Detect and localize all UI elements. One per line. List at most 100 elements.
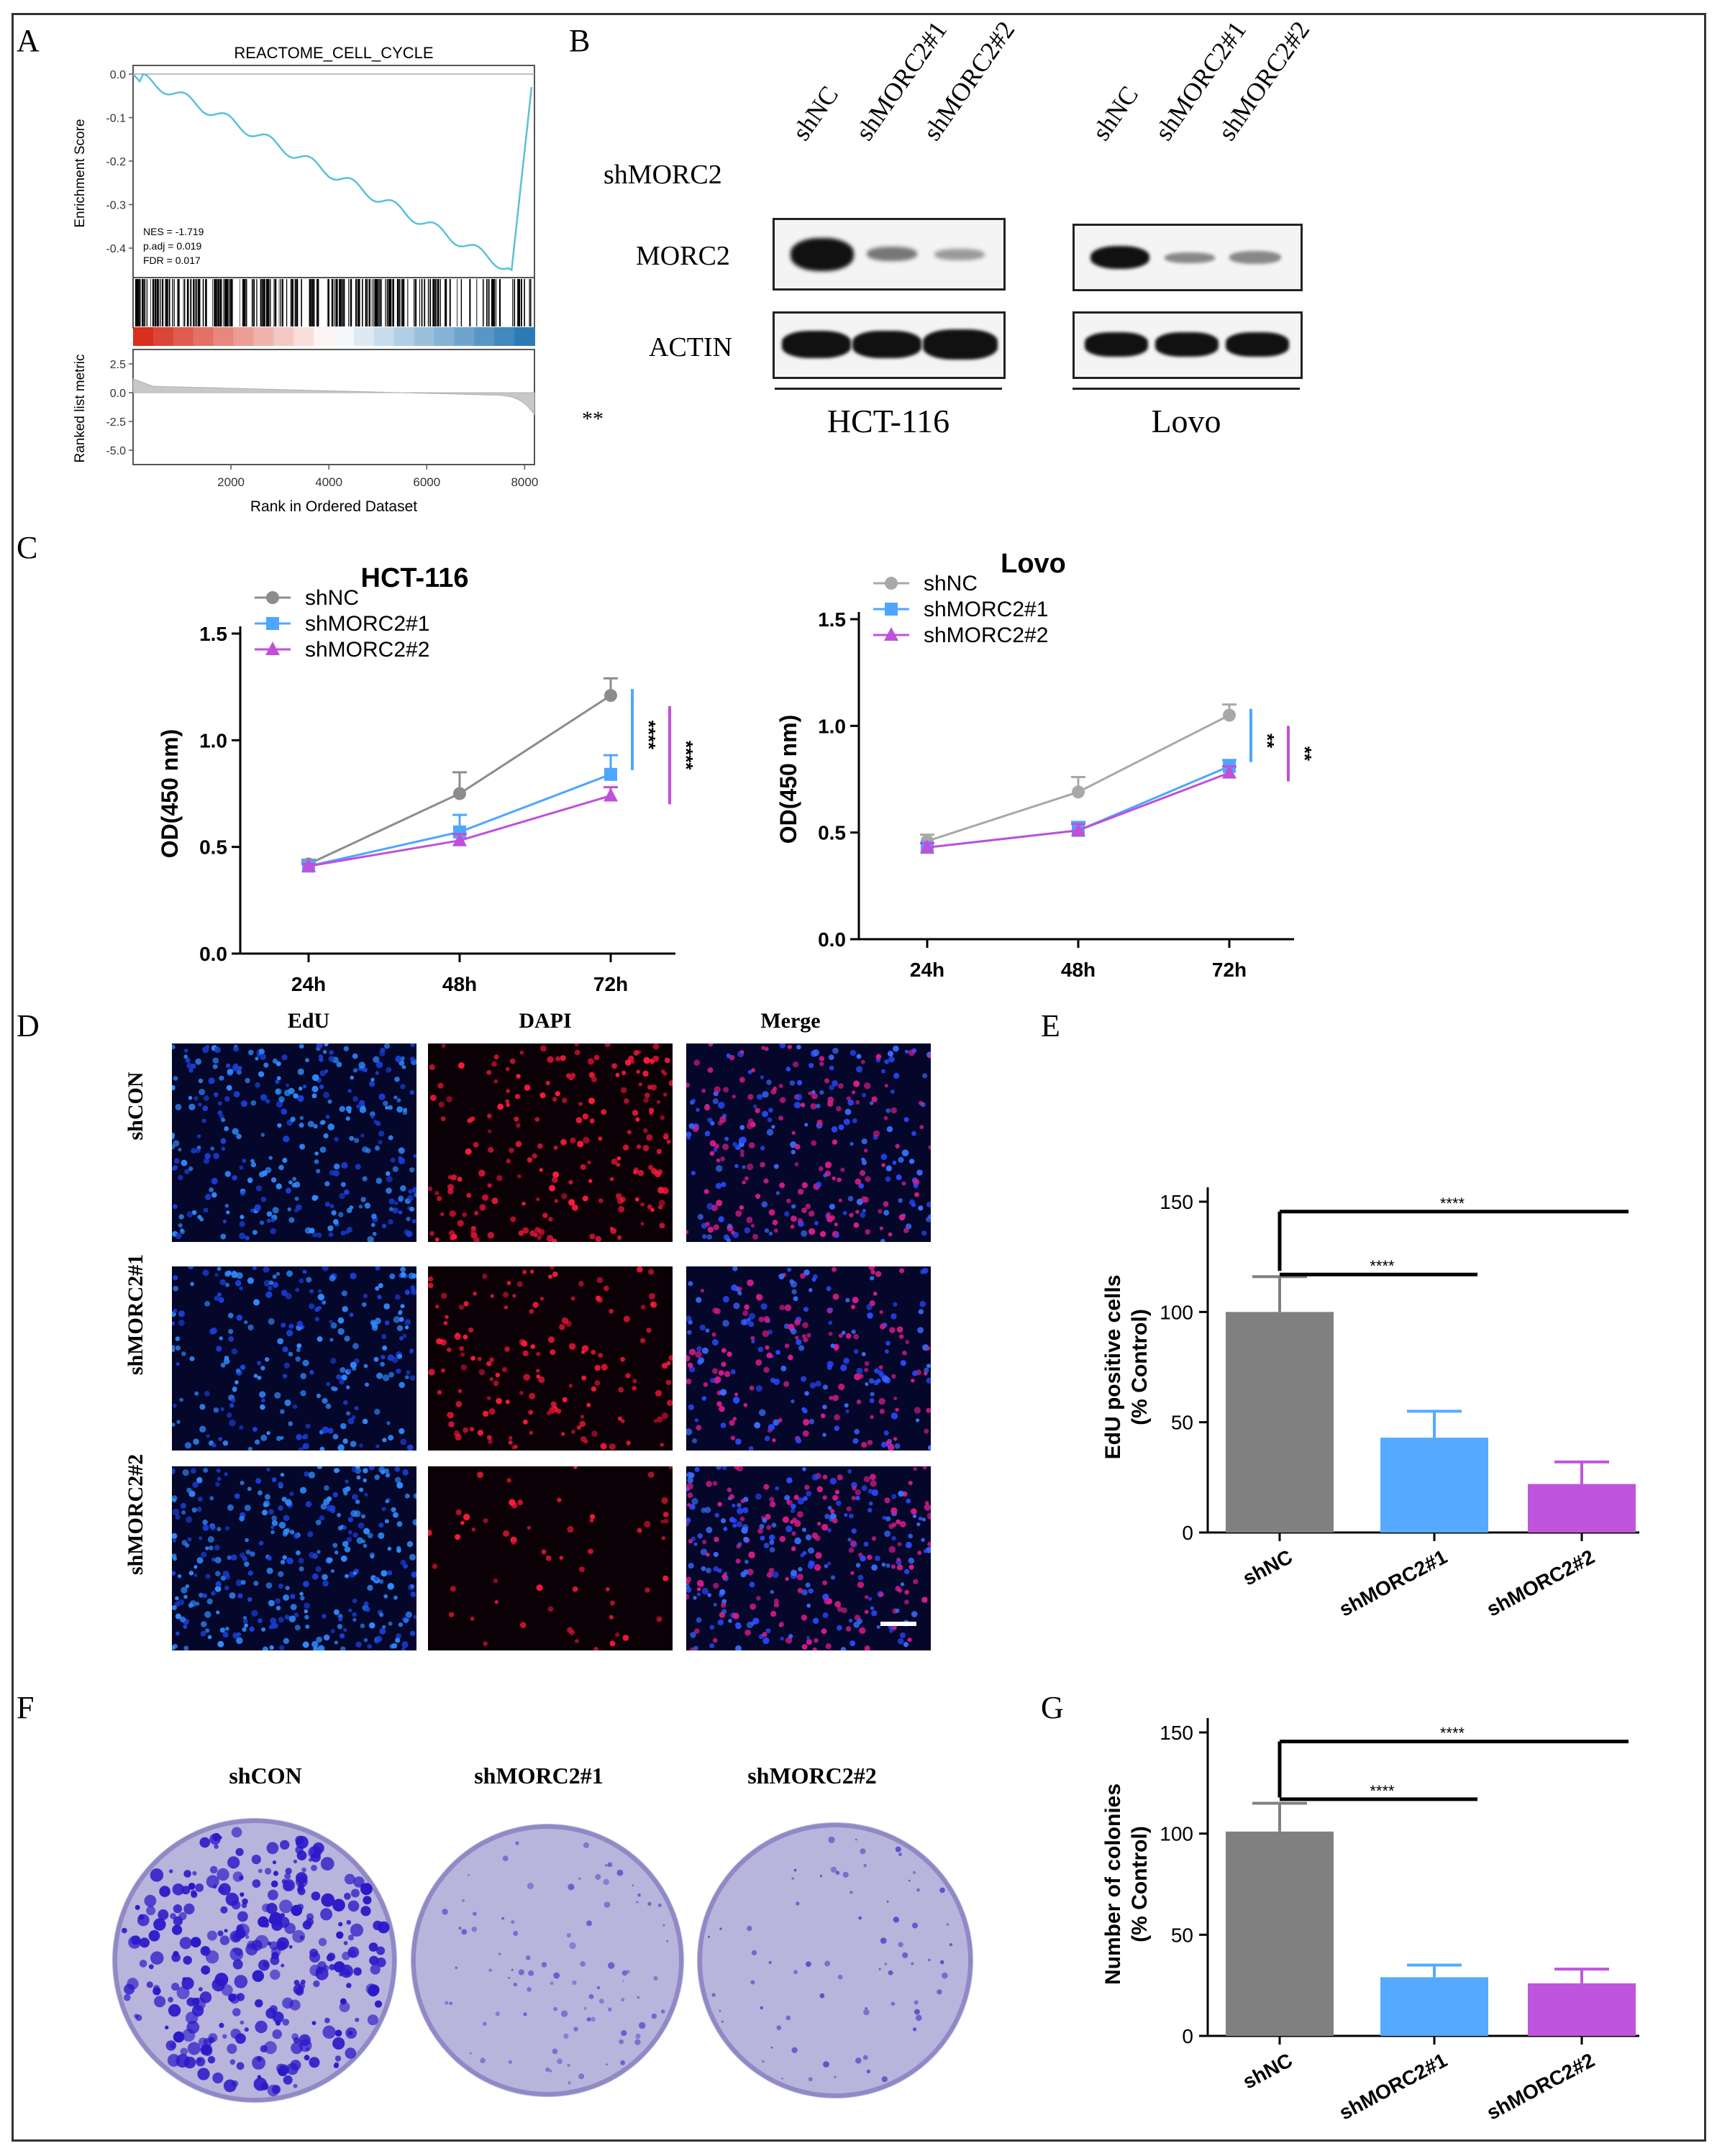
cell-nucleus — [618, 1387, 624, 1393]
cell-nucleus — [289, 1530, 295, 1535]
cell-nucleus — [637, 1169, 645, 1177]
cell-nucleus — [438, 1338, 444, 1344]
panel-label-d: D — [17, 1008, 40, 1043]
cell-nucleus — [181, 1510, 186, 1515]
cell-nucleus — [219, 1336, 223, 1340]
cell-nucleus — [630, 1059, 635, 1064]
cell-nucleus — [891, 1412, 898, 1420]
cell-nucleus — [832, 1266, 837, 1272]
cell-nucleus — [620, 1196, 627, 1202]
cell-nucleus — [851, 1329, 856, 1334]
cell-nucleus — [349, 1312, 354, 1317]
cell-nucleus — [819, 1061, 824, 1066]
cell-nucleus — [268, 1625, 273, 1630]
cell-nucleus — [501, 1366, 507, 1372]
cell-nucleus — [899, 1521, 906, 1527]
colony — [310, 1852, 321, 1863]
cell-nucleus — [282, 1346, 288, 1353]
cell-nucleus — [477, 1471, 483, 1479]
cell-nucleus — [391, 1507, 396, 1512]
colony — [191, 1891, 198, 1899]
cell-nucleus — [577, 1141, 584, 1148]
cell-nucleus — [490, 1294, 494, 1298]
cell-nucleus — [467, 1118, 473, 1123]
cell-nucleus — [881, 1069, 885, 1074]
cell-nucleus — [198, 1102, 202, 1107]
cell-nucleus — [271, 1520, 278, 1527]
cell-nucleus — [834, 1601, 841, 1608]
cell-nucleus — [926, 1377, 931, 1384]
cell-nucleus — [755, 1359, 762, 1366]
colony — [572, 1980, 577, 1986]
cell-nucleus — [300, 1390, 306, 1397]
gsea-title: REACTOME_CELL_CYCLE — [234, 44, 433, 62]
cell-nucleus — [250, 1100, 257, 1106]
cell-nucleus — [338, 1212, 344, 1218]
cell-nucleus — [864, 1645, 870, 1650]
cell-nucleus — [173, 1285, 179, 1292]
cell-nucleus — [176, 1362, 180, 1366]
cell-nucleus — [447, 1347, 452, 1352]
cell-nucleus — [400, 1438, 407, 1445]
cell-nucleus — [653, 1419, 658, 1423]
cell-nucleus — [827, 1505, 832, 1510]
cell-nucleus — [843, 1118, 850, 1125]
cell-nucleus — [570, 1296, 575, 1301]
colony — [632, 1884, 634, 1886]
cell-nucleus — [733, 1302, 740, 1310]
cell-nucleus — [341, 1290, 347, 1297]
cell-nucleus — [616, 1235, 622, 1241]
cell-nucleus — [852, 1118, 857, 1123]
cell-nucleus — [816, 1119, 823, 1125]
cell-nucleus — [403, 1107, 408, 1113]
colony — [251, 1855, 261, 1865]
cell-nucleus — [486, 1435, 492, 1440]
cell-nucleus — [286, 1330, 293, 1337]
cell-nucleus — [244, 1561, 250, 1567]
cell-nucleus — [350, 1509, 357, 1517]
cell-nucleus — [356, 1475, 361, 1480]
cell-nucleus — [622, 1144, 629, 1151]
cell-nucleus — [270, 1525, 275, 1530]
cell-nucleus — [693, 1059, 701, 1066]
colony — [657, 1903, 662, 1907]
cell-nucleus — [732, 1523, 737, 1528]
edu-image-dapi-2 — [428, 1266, 673, 1451]
colony-plate — [697, 1822, 973, 2098]
cell-nucleus — [409, 1375, 416, 1381]
cell-nucleus — [756, 1094, 763, 1100]
cell-nucleus — [411, 1219, 416, 1224]
cell-nucleus — [740, 1153, 744, 1158]
colony — [837, 1974, 843, 1980]
cell-nucleus — [594, 1364, 601, 1371]
cell-nucleus — [373, 1119, 378, 1124]
cell-nucleus — [750, 1335, 755, 1340]
cell-nucleus — [804, 1484, 810, 1490]
cell-nucleus — [331, 1210, 337, 1216]
colony — [298, 1883, 304, 1890]
cell-nucleus — [443, 1320, 448, 1325]
cell-nucleus — [562, 1097, 568, 1103]
cck8-legend-marker — [265, 641, 280, 655]
cell-nucleus — [278, 1522, 286, 1529]
cell-nucleus — [601, 1109, 607, 1115]
cell-nucleus — [568, 1384, 573, 1388]
cell-nucleus — [455, 1332, 460, 1337]
colony — [573, 2027, 578, 2032]
cell-nucleus — [713, 1602, 717, 1607]
cell-nucleus — [895, 1586, 901, 1591]
cell-nucleus — [798, 1566, 803, 1572]
cell-nucleus — [687, 1362, 693, 1369]
colony — [176, 1986, 190, 1999]
colony — [311, 1865, 317, 1871]
cell-nucleus — [335, 1468, 340, 1473]
cell-nucleus — [855, 1489, 861, 1496]
cell-nucleus — [400, 1271, 406, 1278]
cell-nucleus — [315, 1520, 322, 1525]
cell-nucleus — [211, 1177, 218, 1184]
cell-nucleus — [840, 1364, 847, 1371]
cell-nucleus — [219, 1627, 225, 1633]
cell-nucleus — [854, 1438, 859, 1443]
cell-nucleus — [832, 1047, 839, 1054]
cell-nucleus — [172, 1645, 176, 1650]
